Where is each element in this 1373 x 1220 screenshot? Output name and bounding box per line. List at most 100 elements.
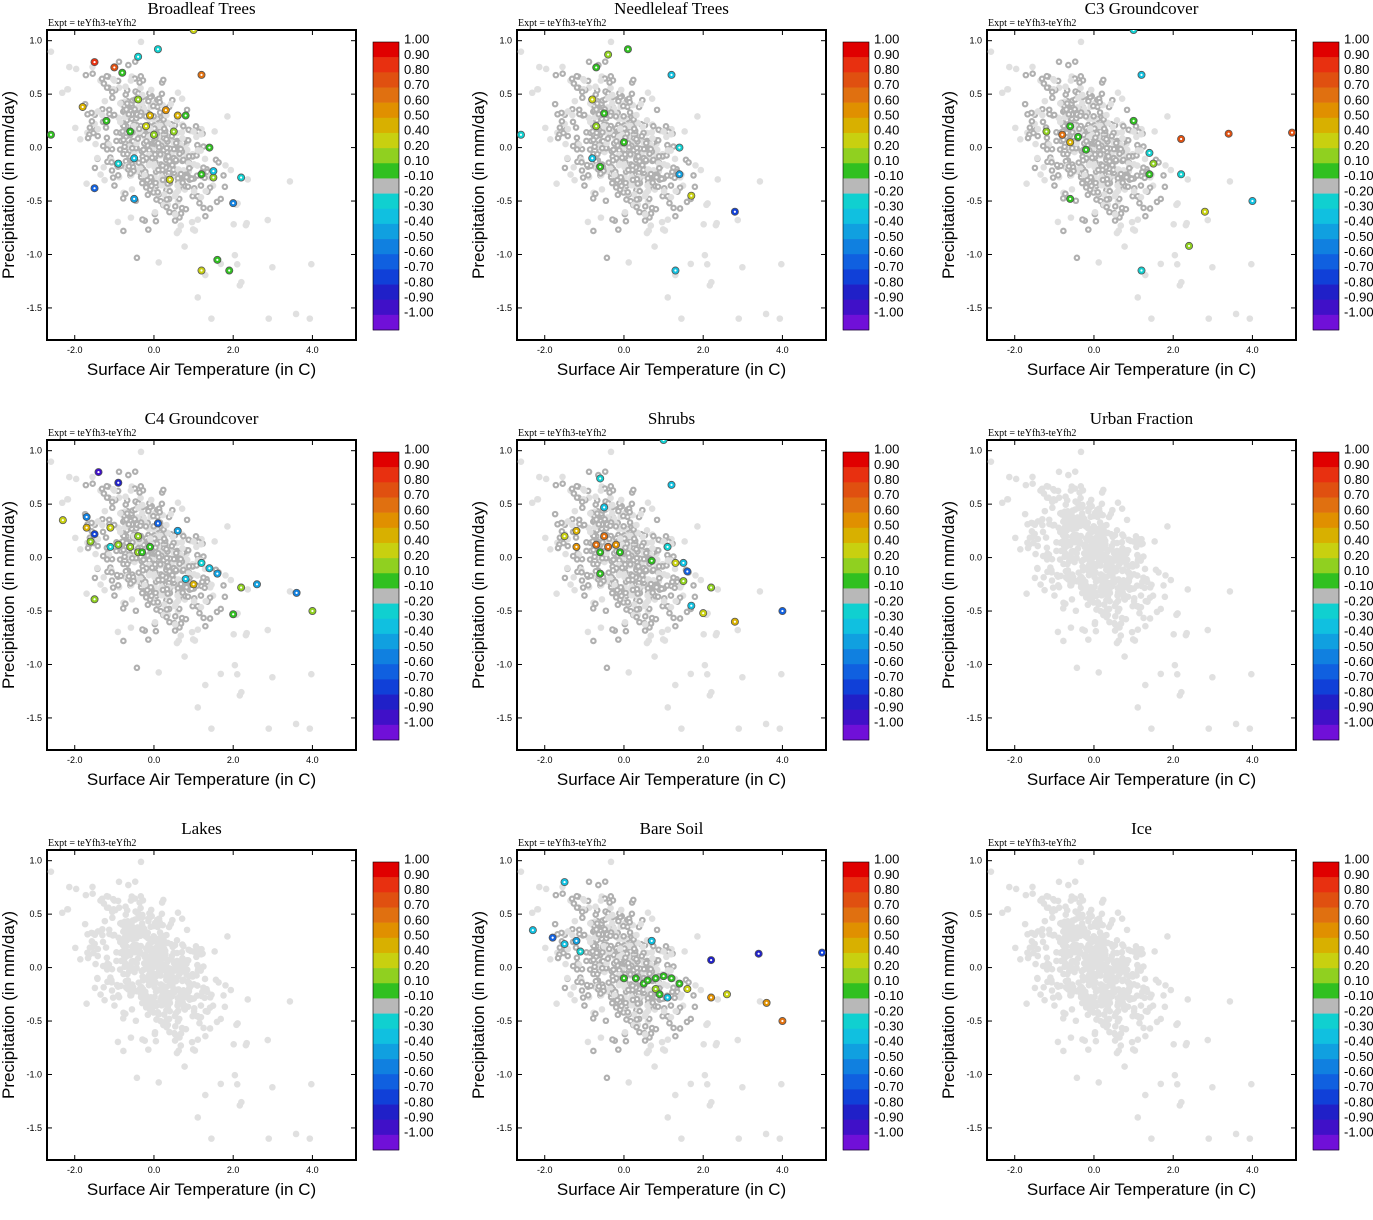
point-center <box>126 512 128 514</box>
colorbar-swatch <box>843 163 869 178</box>
point-center <box>1055 140 1057 142</box>
background-point <box>565 108 572 115</box>
colorbar-swatch <box>373 285 399 300</box>
point-center <box>647 177 649 179</box>
background-point <box>194 294 201 301</box>
point-center <box>632 79 634 81</box>
colorbar-swatch <box>843 194 869 209</box>
point-center <box>113 114 115 116</box>
point-center <box>599 172 601 174</box>
point-center <box>1228 133 1230 135</box>
background-point <box>1057 119 1064 126</box>
background-point <box>222 572 229 579</box>
colorbar-swatch <box>1313 42 1339 57</box>
point-center <box>1057 174 1059 176</box>
point-center <box>1078 81 1080 83</box>
colorbar-label: 0.90 <box>404 47 429 62</box>
colorbar-label: -0.30 <box>1344 198 1373 213</box>
background-point <box>244 586 251 593</box>
point-center <box>1068 113 1070 115</box>
point-center <box>678 146 680 148</box>
point-center <box>311 610 313 612</box>
point-center <box>1291 132 1293 134</box>
point-center <box>161 164 163 166</box>
point-center <box>157 142 159 144</box>
point-center <box>1141 171 1143 173</box>
point-center <box>1156 201 1158 203</box>
colorbar-swatch <box>843 42 869 57</box>
background-point <box>565 126 572 133</box>
colorbar-label: -0.10 <box>404 578 434 593</box>
point-center <box>1059 148 1061 150</box>
point-center <box>632 118 634 120</box>
background-point <box>570 164 577 171</box>
background-point <box>562 141 569 148</box>
point-center <box>1142 145 1144 147</box>
background-point <box>287 178 294 185</box>
background-point <box>1006 64 1013 71</box>
background-point <box>678 315 685 322</box>
point-center <box>167 155 169 157</box>
colorbar-label: -0.20 <box>404 183 434 198</box>
point-center <box>185 208 187 210</box>
point-center <box>687 161 689 163</box>
background-point <box>598 77 605 84</box>
point-center <box>115 550 117 552</box>
chart-title: Needleleaf Trees <box>614 0 729 18</box>
background-point <box>128 77 135 84</box>
point-center <box>128 113 130 115</box>
chart-title: C3 Groundcover <box>1085 0 1199 18</box>
point-center <box>588 471 590 473</box>
x-tick-label: 0.0 <box>618 755 631 765</box>
point-center <box>191 195 193 197</box>
x-tick-label: 0.0 <box>618 345 631 355</box>
point-center <box>620 176 622 178</box>
colorbar-swatch <box>373 604 399 619</box>
colorbar-label: 0.70 <box>404 77 429 92</box>
point-center <box>641 164 643 166</box>
point-center <box>111 91 113 93</box>
point-center <box>660 178 662 180</box>
background-point <box>152 209 159 216</box>
point-center <box>212 176 214 178</box>
point-center <box>657 139 659 141</box>
background-point <box>1174 261 1181 268</box>
point-center <box>1125 176 1127 178</box>
background-point <box>672 156 679 163</box>
point-center <box>86 527 88 529</box>
point-center <box>122 139 124 141</box>
point-center <box>1071 131 1073 133</box>
point-center <box>578 109 580 111</box>
background-point <box>234 671 241 678</box>
background-point <box>651 243 658 250</box>
x-tick-label: 2.0 <box>697 345 710 355</box>
colorbar-label: 0.80 <box>1344 62 1369 77</box>
point-center <box>162 528 164 530</box>
point-center <box>638 160 640 162</box>
point-center <box>93 187 95 189</box>
x-tick-label: -2.0 <box>1007 345 1023 355</box>
background-point <box>713 220 720 227</box>
point-center <box>133 198 135 200</box>
point-center <box>595 66 597 68</box>
y-axis-label: Precipitation (in mm/day) <box>940 91 958 279</box>
point-center <box>240 586 242 588</box>
point-center <box>1083 134 1085 136</box>
colorbar-swatch <box>373 148 399 163</box>
point-center <box>147 228 149 230</box>
point-center <box>652 159 654 161</box>
point-center <box>581 169 583 171</box>
background-point <box>111 77 118 84</box>
colorbar-label: 1.00 <box>1344 32 1369 47</box>
point-center <box>154 546 156 548</box>
y-tick-label: -1.5 <box>26 713 42 723</box>
point-center <box>125 570 127 572</box>
background-point <box>66 64 73 71</box>
x-tick-label: 4.0 <box>776 755 789 765</box>
point-center <box>1085 149 1087 151</box>
point-center <box>175 569 177 571</box>
background-point <box>1040 164 1047 171</box>
background-point <box>198 131 205 138</box>
point-center <box>615 186 617 188</box>
